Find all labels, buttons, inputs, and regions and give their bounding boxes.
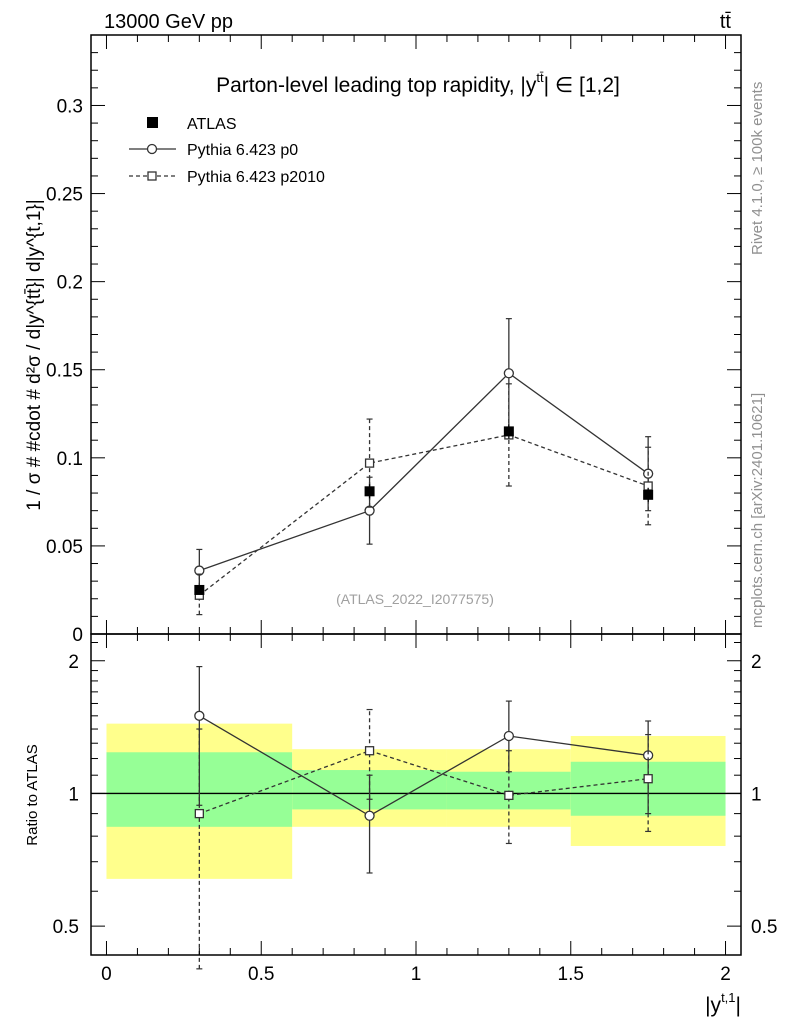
ratio-y-tick-label: 0.5 [53,917,79,938]
main-y-tick-label: 0 [72,625,83,646]
ratio-x-tick-label: 0 [101,964,112,985]
ratio-panel: 0 0.5 1 1.5 2 0.5 0.5 1 1 2 2 Ratio to ATLAS |yt,1… [24,633,777,1017]
legend-p2010-marker [147,171,157,181]
main-y-tick-label: 0.05 [46,537,83,558]
ratio-y-tick-label-right: 1 [751,784,762,805]
ratio-y-tick-label-right: 2 [751,652,762,673]
mcplots-label: mcplots.cern.ch [arXiv:2401.10621] [749,393,766,628]
ratio-p0-line [199,715,649,817]
main-atlas-point [503,426,514,437]
ratio-x-tick-label: 1 [411,964,422,985]
legend: ATLAS Pythia 6.423 p0 Pythia 6.423 p2010 [129,116,325,186]
ratio-y-axis-label: Ratio to ATLAS [24,744,41,845]
legend-p2010-label: Pythia 6.423 p2010 [187,169,325,186]
x-axis-label-main: |y [705,994,721,1017]
legend-p0-label: Pythia 6.423 p0 [187,142,298,159]
ratio-p2010-point [643,774,653,784]
main-y-tick-label: 0.1 [57,449,83,470]
main-atlas-point [194,584,205,595]
ratio-p2010-point [194,808,204,819]
ratio-p0-point [194,710,205,721]
analysis-id-label: (ATLAS_2022_I2077575) [336,591,494,607]
ratio-p2010-point [364,746,375,756]
main-panel: 0 0.05 0.1 0.15 0.2 0.25 0.3 Parton-level lead… [24,34,742,646]
main-p2010-line [198,434,649,596]
main-p0-point [503,368,515,379]
ratio-x-tick-label: 0.5 [248,964,274,985]
ratio-p0-point [503,730,515,742]
plot-title: Parton-level leading top rapidity, |ytt̄… [216,70,620,97]
energy-label: 13000 GeV pp [104,11,233,33]
ratio-p0-point [364,810,375,821]
main-atlas-point [364,486,375,497]
main-y-tick-label: 0.2 [57,273,83,294]
main-y-tick-label: 0.15 [46,361,83,382]
legend-atlas-marker [147,117,158,128]
legend-atlas-label: ATLAS [187,116,237,133]
main-p0-point [194,565,205,576]
main-y-axis-label: 1 / σ # #cdot # d²σ / d|y^{tt̄}| d|y^{t,… [24,199,45,510]
plot-title-main: Parton-level leading top rapidity, |y [216,74,537,97]
main-y-tick-label: 0.3 [57,96,83,117]
ratio-x-tick-label: 1.5 [558,964,584,985]
plot-title-tail: | ∈ [1,2] [544,74,620,97]
ratio-p2010-line [199,750,649,815]
ratio-y-tick-label-right: 0.5 [751,917,777,938]
ratio-y-tick-label: 2 [68,652,79,673]
ratio-axes: 0 0.5 1 1.5 2 0.5 0.5 1 1 2 2 [53,634,777,985]
x-axis-label-close: | [736,994,741,1017]
process-label: tt̄ [720,11,732,33]
main-p0-line [199,372,649,572]
legend-p0-marker [146,143,158,155]
plot-title-superscript: tt̄ [536,70,544,85]
x-axis-label-superscript: t,1 [721,990,735,1005]
main-y-tick-label: 0.25 [46,185,83,206]
ratio-data-marks [194,665,654,970]
x-axis-label: |yt,1| [705,990,741,1017]
main-p2010-point [364,458,375,468]
main-atlas-point [643,489,654,500]
main-axes: 0 0.05 0.1 0.15 0.2 0.25 0.3 [46,34,741,646]
ratio-x-tick-label: 2 [720,964,731,985]
main-data-marks [194,318,654,616]
ratio-p2010-point [504,790,514,801]
rivet-version-label: Rivet 4.1.0, ≥ 100k events [749,82,766,255]
ratio-y-tick-label: 1 [68,784,79,805]
